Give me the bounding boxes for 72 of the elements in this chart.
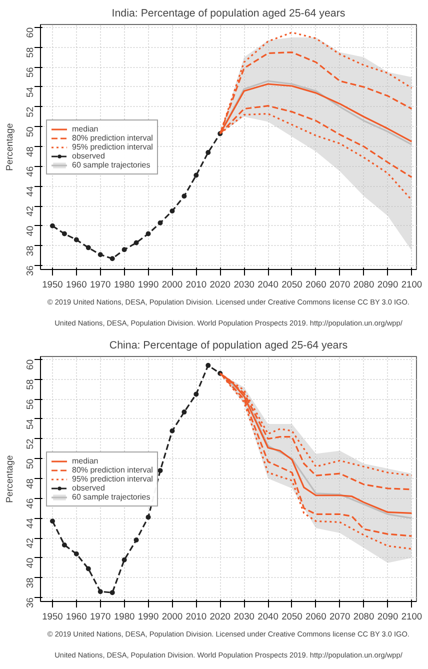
y-tick-label: 36	[25, 266, 35, 276]
y-tick-label: 48	[25, 478, 35, 489]
x-tick-label: 2080	[353, 612, 374, 622]
legend-label: 60 sample trajectories	[72, 160, 150, 169]
y-tick-label: 52	[25, 438, 35, 450]
x-tick-label: 2050	[282, 280, 302, 290]
x-tick-label: 2030	[234, 280, 254, 290]
y-tick-label: 48	[25, 146, 35, 157]
x-tick-label: 2000	[162, 612, 183, 622]
y-tick-label: 38	[25, 578, 35, 588]
legend-label: observed	[72, 151, 105, 160]
x-tick-label: 1960	[66, 280, 87, 290]
y-tick-label: 52	[25, 106, 35, 118]
y-tick-label: 42	[25, 538, 35, 548]
y-tick-label: 46	[25, 498, 35, 509]
x-tick-label: 2060	[306, 612, 326, 622]
x-tick-label: 2100	[401, 612, 422, 622]
x-tick-label: 2080	[353, 280, 374, 290]
x-tick-label: 2020	[210, 612, 231, 622]
x-tick-label: 1980	[114, 280, 135, 290]
x-tick-label: 2010	[186, 280, 207, 290]
y-tick-label: 42	[25, 206, 35, 216]
legend-label: median	[72, 456, 98, 465]
legend-label: 80% prediction interval	[72, 133, 153, 142]
y-axis-title: Percentage	[4, 123, 14, 171]
y-tick-label: 44	[25, 518, 35, 529]
x-tick-label: 1990	[138, 612, 159, 622]
y-tick-label: 50	[25, 458, 35, 470]
legend-label: 60 sample trajectories	[72, 492, 150, 501]
y-tick-label: 58	[25, 379, 35, 390]
x-tick-label: 2030	[234, 612, 254, 622]
x-tick-label: 2010	[186, 612, 207, 622]
y-tick-label: 44	[25, 186, 35, 197]
y-tick-label: 38	[25, 246, 35, 256]
legend-label: observed	[72, 483, 105, 492]
y-axis-title: Percentage	[4, 455, 14, 503]
x-tick-label: 2040	[258, 612, 278, 622]
x-tick-label: 2090	[377, 280, 398, 290]
chart-title: India: Percentage of population aged 25-64 years	[112, 8, 346, 20]
y-tick-label: 58	[25, 47, 35, 58]
y-tick-label: 56	[25, 399, 35, 410]
x-tick-label: 1950	[42, 612, 63, 622]
legend-label: 95% prediction interval	[72, 142, 153, 151]
x-tick-label: 1970	[90, 280, 111, 290]
x-tick-label: 2000	[162, 280, 183, 290]
legend-label: 80% prediction interval	[72, 465, 153, 474]
y-tick-label: 50	[25, 126, 35, 138]
x-tick-label: 2060	[306, 280, 326, 290]
y-tick-label: 56	[25, 67, 35, 78]
y-tick-label: 60	[25, 27, 35, 38]
x-tick-label: 2070	[329, 280, 350, 290]
y-tick-label: 40	[25, 558, 35, 568]
x-tick-label: 2090	[377, 612, 398, 622]
x-tick-label: 1950	[42, 280, 63, 290]
legend-label: median	[72, 124, 98, 133]
x-tick-label: 2070	[329, 612, 350, 622]
x-tick-label: 2050	[282, 612, 302, 622]
x-tick-label: 2040	[258, 280, 278, 290]
x-tick-label: 1970	[90, 612, 111, 622]
x-tick-label: 1960	[66, 612, 87, 622]
x-tick-label: 1980	[114, 612, 135, 622]
chart-title: China: Percentage of population aged 25-64 years	[109, 340, 348, 352]
y-tick-label: 54	[25, 86, 35, 98]
y-tick-label: 54	[25, 418, 35, 430]
x-tick-label: 1990	[138, 280, 159, 290]
y-tick-label: 36	[25, 598, 35, 608]
y-tick-label: 40	[25, 226, 35, 236]
y-tick-label: 46	[25, 166, 35, 177]
y-tick-label: 60	[25, 359, 35, 370]
legend-label: 95% prediction interval	[72, 474, 153, 483]
x-tick-label: 2020	[210, 280, 231, 290]
x-tick-label: 2100	[401, 280, 422, 290]
